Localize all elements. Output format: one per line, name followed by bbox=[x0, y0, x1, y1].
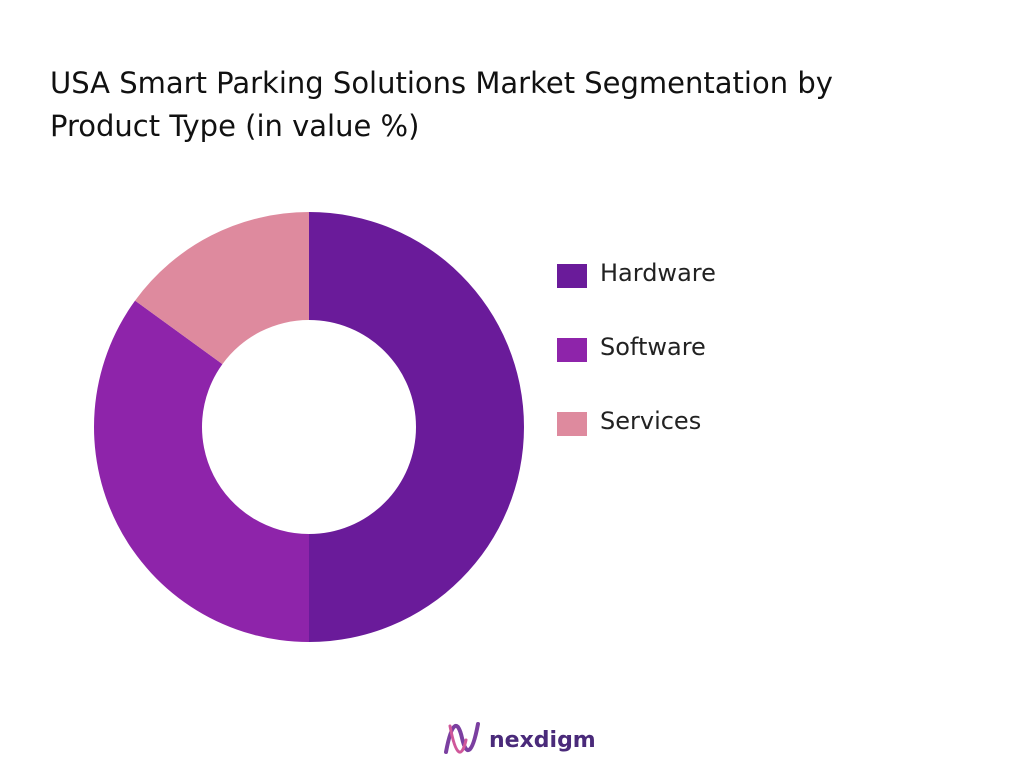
legend-swatch bbox=[557, 338, 587, 362]
pie-slice bbox=[93, 300, 309, 642]
legend-label: Hardware bbox=[600, 259, 716, 287]
logo: nexdigm bbox=[444, 722, 596, 754]
brand-name: nexdigm bbox=[489, 728, 596, 753]
logo-icon-accent bbox=[448, 724, 468, 754]
pie-slice bbox=[309, 212, 524, 642]
legend-swatch bbox=[557, 264, 587, 288]
legend-label: Software bbox=[600, 333, 706, 361]
legend-label: Services bbox=[600, 407, 701, 435]
chart-title: USA Smart Parking Solutions Market Segme… bbox=[50, 66, 833, 143]
pie-slice bbox=[135, 212, 309, 365]
legend-swatch bbox=[557, 412, 587, 436]
